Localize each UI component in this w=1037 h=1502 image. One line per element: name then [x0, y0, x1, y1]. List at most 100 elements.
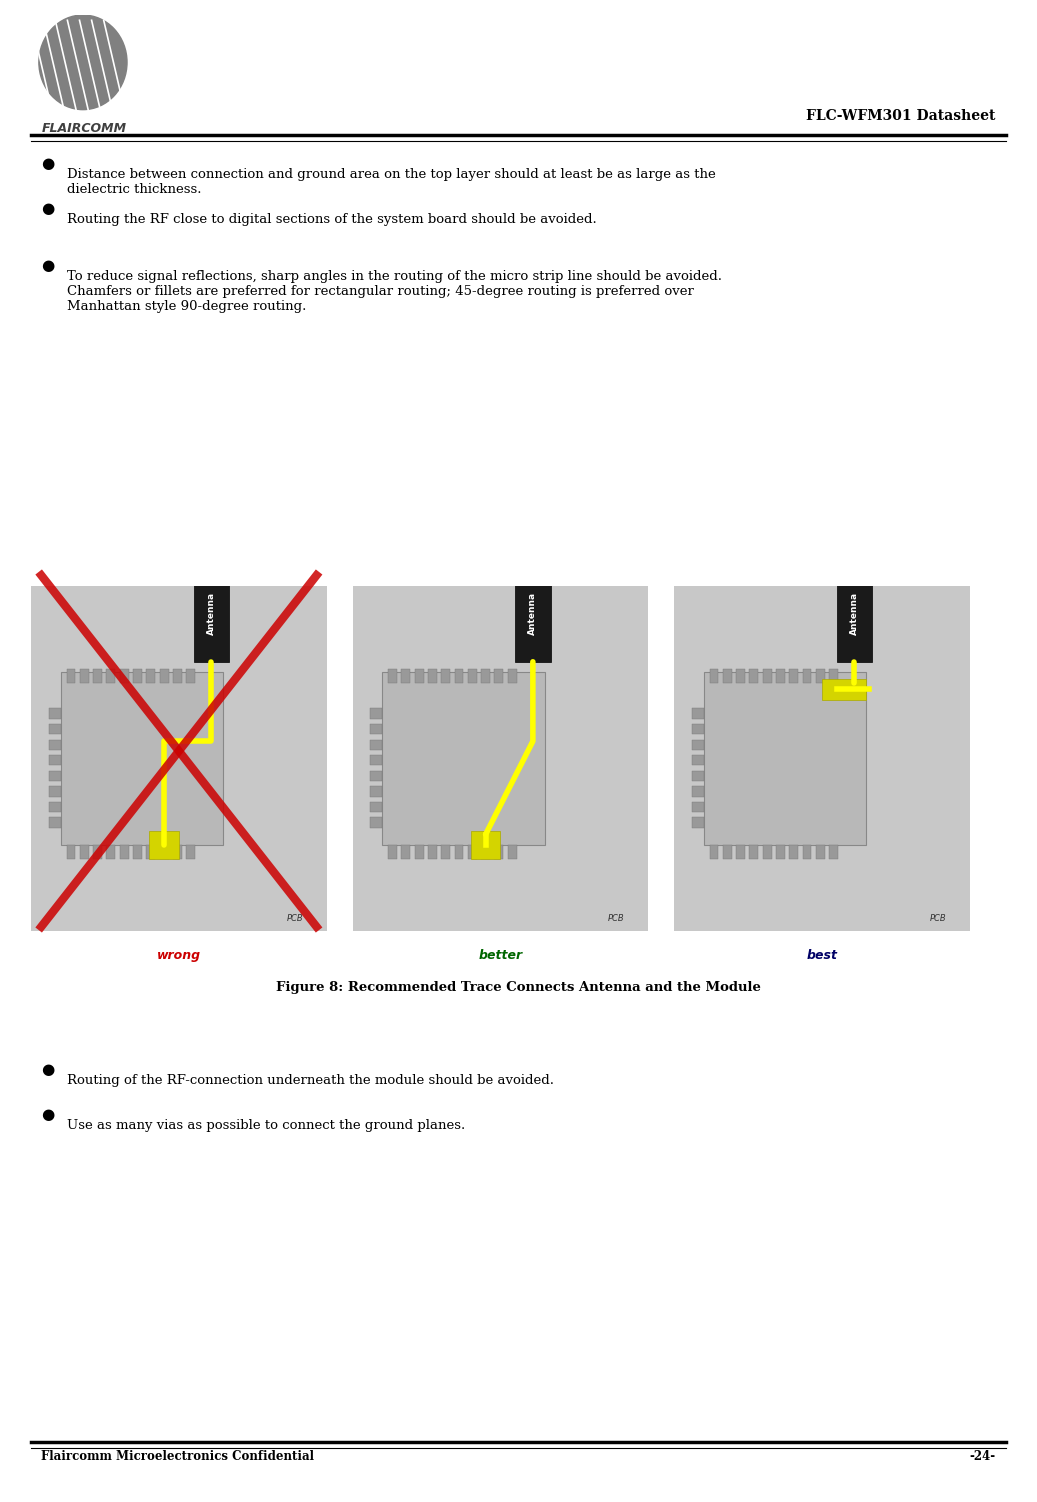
- Text: To reduce signal reflections, sharp angles in the routing of the micro strip lin: To reduce signal reflections, sharp angl…: [67, 270, 723, 314]
- Bar: [692, 771, 704, 781]
- Bar: [93, 844, 102, 859]
- Bar: [816, 844, 824, 859]
- Bar: [692, 786, 704, 796]
- FancyBboxPatch shape: [704, 671, 866, 844]
- Text: Distance between connection and ground area on the top layer should at least be : Distance between connection and ground a…: [67, 168, 717, 197]
- Bar: [723, 668, 732, 682]
- Bar: [692, 817, 704, 828]
- Text: Figure 8: Recommended Trace Connects Antenna and the Module: Figure 8: Recommended Trace Connects Ant…: [276, 981, 761, 994]
- Bar: [692, 724, 704, 734]
- Bar: [370, 724, 383, 734]
- Bar: [120, 844, 129, 859]
- Ellipse shape: [39, 15, 127, 110]
- Bar: [736, 668, 745, 682]
- Bar: [830, 668, 838, 682]
- Text: best: best: [807, 949, 837, 961]
- Bar: [120, 668, 129, 682]
- FancyBboxPatch shape: [383, 671, 544, 844]
- Text: Flaircomm Microelectronics Confidential: Flaircomm Microelectronics Confidential: [41, 1449, 314, 1463]
- Text: Antenna: Antenna: [207, 592, 216, 635]
- Bar: [187, 668, 195, 682]
- Bar: [415, 844, 423, 859]
- Bar: [816, 668, 824, 682]
- Bar: [454, 668, 464, 682]
- Bar: [173, 844, 181, 859]
- Bar: [692, 802, 704, 813]
- Bar: [442, 844, 450, 859]
- Text: ●: ●: [41, 156, 55, 171]
- Bar: [194, 575, 229, 662]
- Text: better: better: [478, 949, 523, 961]
- Bar: [149, 831, 178, 859]
- Bar: [49, 739, 60, 749]
- Text: FLAIRCOMM: FLAIRCOMM: [41, 122, 127, 135]
- Text: -24-: -24-: [970, 1449, 996, 1463]
- Bar: [370, 709, 383, 719]
- Bar: [495, 844, 503, 859]
- Bar: [49, 802, 60, 813]
- Bar: [776, 668, 785, 682]
- Bar: [93, 668, 102, 682]
- Bar: [821, 679, 866, 700]
- Bar: [401, 844, 411, 859]
- Bar: [709, 668, 719, 682]
- Bar: [66, 668, 76, 682]
- Bar: [388, 668, 397, 682]
- FancyBboxPatch shape: [60, 671, 223, 844]
- Bar: [49, 724, 60, 734]
- Bar: [107, 844, 115, 859]
- FancyBboxPatch shape: [674, 586, 970, 931]
- Bar: [146, 844, 156, 859]
- Bar: [187, 844, 195, 859]
- Bar: [66, 844, 76, 859]
- Bar: [709, 844, 719, 859]
- Bar: [692, 739, 704, 749]
- Bar: [508, 844, 516, 859]
- Text: ●: ●: [41, 258, 55, 273]
- Bar: [370, 756, 383, 766]
- Bar: [736, 844, 745, 859]
- Text: FLC-WFM301 Datasheet: FLC-WFM301 Datasheet: [806, 110, 996, 123]
- Bar: [763, 668, 772, 682]
- Bar: [468, 844, 477, 859]
- Bar: [107, 668, 115, 682]
- Bar: [789, 668, 798, 682]
- Bar: [692, 756, 704, 766]
- Bar: [428, 668, 437, 682]
- Bar: [750, 844, 758, 859]
- Text: Routing the RF close to digital sections of the system board should be avoided.: Routing the RF close to digital sections…: [67, 213, 597, 227]
- Bar: [80, 668, 89, 682]
- Bar: [789, 844, 798, 859]
- Bar: [750, 668, 758, 682]
- Bar: [133, 844, 142, 859]
- Bar: [515, 575, 551, 662]
- Bar: [763, 844, 772, 859]
- Bar: [49, 756, 60, 766]
- Text: Antenna: Antenna: [529, 592, 537, 635]
- Bar: [401, 668, 411, 682]
- Bar: [442, 668, 450, 682]
- Text: Antenna: Antenna: [850, 592, 859, 635]
- Bar: [803, 668, 812, 682]
- Bar: [370, 771, 383, 781]
- Bar: [481, 844, 491, 859]
- Text: wrong: wrong: [157, 949, 201, 961]
- Bar: [49, 786, 60, 796]
- Bar: [495, 668, 503, 682]
- Bar: [468, 668, 477, 682]
- Bar: [80, 844, 89, 859]
- Bar: [133, 668, 142, 682]
- Bar: [692, 709, 704, 719]
- Text: PCB: PCB: [929, 913, 946, 922]
- Bar: [160, 668, 169, 682]
- Bar: [388, 844, 397, 859]
- Bar: [723, 844, 732, 859]
- Bar: [49, 771, 60, 781]
- Bar: [49, 709, 60, 719]
- Bar: [160, 844, 169, 859]
- Text: PCB: PCB: [286, 913, 303, 922]
- Bar: [370, 817, 383, 828]
- Bar: [370, 802, 383, 813]
- FancyBboxPatch shape: [31, 586, 327, 931]
- Text: ●: ●: [41, 1107, 55, 1122]
